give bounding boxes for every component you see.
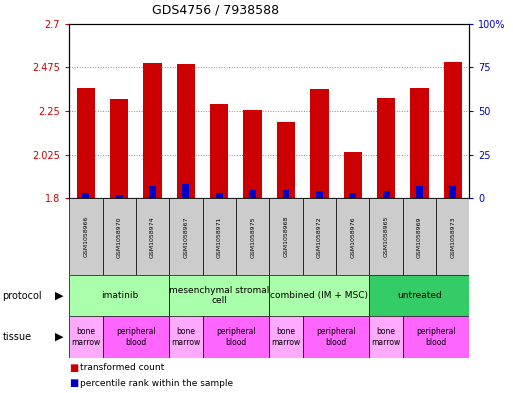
Bar [103, 198, 136, 275]
Bar [69, 316, 103, 358]
Text: peripheral
blood: peripheral blood [116, 327, 156, 347]
Text: ■: ■ [69, 378, 78, 388]
Bar [269, 275, 369, 316]
Bar [177, 64, 195, 198]
Bar [416, 186, 423, 198]
Text: ▶: ▶ [55, 332, 63, 342]
Bar [244, 110, 262, 198]
Bar [336, 198, 369, 275]
Bar [403, 316, 469, 358]
Text: GSM1058969: GSM1058969 [417, 216, 422, 257]
Bar [210, 104, 228, 198]
Bar [349, 193, 356, 198]
Text: GSM1058976: GSM1058976 [350, 216, 355, 257]
Bar [69, 198, 103, 275]
Text: GSM1058974: GSM1058974 [150, 216, 155, 257]
Text: GSM1058966: GSM1058966 [84, 216, 88, 257]
Bar [116, 195, 123, 198]
Text: bone
marrow: bone marrow [271, 327, 301, 347]
Text: ▶: ▶ [55, 291, 63, 301]
Bar [103, 316, 169, 358]
Bar [303, 316, 369, 358]
Bar [283, 190, 289, 198]
Bar [69, 275, 169, 316]
Bar [410, 88, 428, 198]
Bar [144, 63, 162, 198]
Bar [149, 186, 156, 198]
Text: combined (IM + MSC): combined (IM + MSC) [270, 291, 368, 300]
Text: peripheral
blood: peripheral blood [416, 327, 456, 347]
Text: bone
marrow: bone marrow [171, 327, 201, 347]
Text: GSM1058967: GSM1058967 [184, 216, 188, 257]
Bar [77, 88, 95, 198]
Bar [269, 316, 303, 358]
Text: ■: ■ [69, 362, 78, 373]
Text: mesenchymal stromal
cell: mesenchymal stromal cell [169, 286, 269, 305]
Bar [277, 122, 295, 198]
Bar [169, 316, 203, 358]
Bar [203, 198, 236, 275]
Bar [369, 198, 403, 275]
Text: tissue: tissue [3, 332, 32, 342]
Text: peripheral
blood: peripheral blood [216, 327, 256, 347]
Bar [449, 186, 456, 198]
Bar [216, 193, 223, 198]
Bar [303, 198, 336, 275]
Text: percentile rank within the sample: percentile rank within the sample [80, 378, 232, 387]
Text: GSM1058972: GSM1058972 [317, 216, 322, 257]
Bar [310, 89, 328, 198]
Text: GSM1058968: GSM1058968 [284, 216, 288, 257]
Bar [169, 198, 203, 275]
Bar [169, 275, 269, 316]
Text: GDS4756 / 7938588: GDS4756 / 7938588 [152, 3, 279, 17]
Text: GSM1058975: GSM1058975 [250, 216, 255, 257]
Bar [83, 193, 89, 198]
Bar [369, 275, 469, 316]
Bar [236, 198, 269, 275]
Text: GSM1058965: GSM1058965 [384, 216, 388, 257]
Bar [436, 198, 469, 275]
Text: bone
marrow: bone marrow [371, 327, 401, 347]
Bar [344, 152, 362, 198]
Bar [383, 191, 389, 198]
Text: untreated: untreated [397, 291, 442, 300]
Text: GSM1058973: GSM1058973 [450, 216, 455, 257]
Bar [136, 198, 169, 275]
Bar [316, 191, 323, 198]
Text: peripheral
blood: peripheral blood [316, 327, 356, 347]
Bar [403, 198, 436, 275]
Text: protocol: protocol [3, 291, 42, 301]
Text: GSM1058971: GSM1058971 [217, 216, 222, 257]
Bar [377, 98, 395, 198]
Text: imatinib: imatinib [101, 291, 138, 300]
Text: transformed count: transformed count [80, 363, 164, 372]
Bar [110, 99, 128, 198]
Bar [203, 316, 269, 358]
Bar [183, 184, 189, 198]
Bar [249, 190, 256, 198]
Bar [269, 198, 303, 275]
Bar [444, 62, 462, 198]
Bar [369, 316, 403, 358]
Text: GSM1058970: GSM1058970 [117, 216, 122, 257]
Text: bone
marrow: bone marrow [71, 327, 101, 347]
